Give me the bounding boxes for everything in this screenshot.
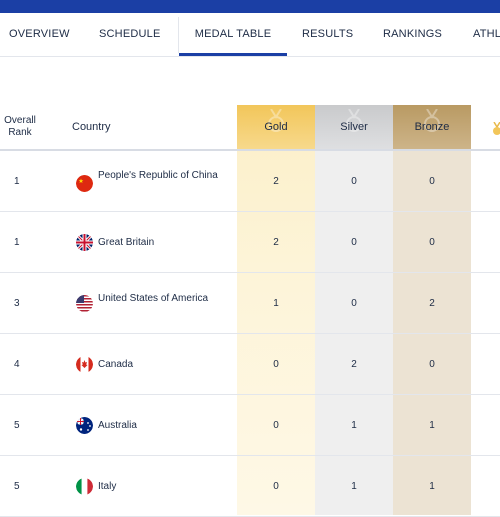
bronze-medal-icon	[424, 109, 440, 132]
row-country-name[interactable]: Canada	[98, 359, 134, 370]
row-rank: 5	[14, 420, 20, 431]
silver-medal-icon	[346, 109, 362, 132]
bronze-column-bg	[393, 105, 471, 515]
row-gold-count: 0	[273, 420, 279, 431]
top-banner	[0, 0, 500, 13]
row-divider	[0, 455, 500, 456]
row-rank: 5	[14, 481, 20, 492]
tab-rankings[interactable]: RANKINGS	[383, 28, 443, 40]
uk-flag-icon	[76, 234, 93, 251]
table-row[interactable]: 3 United States of America 1 0 2	[0, 273, 500, 334]
italy-flag-icon	[76, 478, 93, 495]
total-column-bg	[471, 105, 500, 515]
header-overall-rank[interactable]: Overall Rank	[4, 115, 36, 138]
row-divider	[0, 333, 500, 334]
row-gold-count: 1	[273, 298, 279, 309]
row-silver-count: 0	[351, 298, 357, 309]
row-country-name[interactable]: People's Republic of China	[98, 170, 218, 181]
row-country-name[interactable]: Italy	[98, 481, 117, 492]
header-silver-label: Silver	[340, 121, 368, 133]
tab-schedule[interactable]: SCHEDULE	[99, 28, 161, 40]
header-bronze[interactable]: Bronze	[393, 105, 471, 149]
row-silver-count: 1	[351, 481, 357, 492]
tab-overview[interactable]: OVERVIEW	[9, 28, 70, 40]
header-gold[interactable]: Gold	[237, 105, 315, 149]
header-divider	[0, 149, 500, 151]
gold-medal-icon	[268, 109, 284, 132]
table-row[interactable]: 1 People's Republic of China 2 0 0	[0, 151, 500, 212]
australia-flag-icon	[76, 417, 93, 434]
row-silver-count: 2	[351, 359, 357, 370]
row-silver-count: 1	[351, 420, 357, 431]
row-bronze-count: 1	[429, 481, 435, 492]
row-country-name[interactable]: Great Britain	[98, 237, 155, 248]
header-gold-label: Gold	[264, 121, 288, 133]
row-gold-count: 2	[273, 237, 279, 248]
row-bronze-count: 0	[429, 359, 435, 370]
row-gold-count: 0	[273, 359, 279, 370]
china-flag-icon	[76, 175, 93, 192]
table-row[interactable]: 4 Canada 0 2 0	[0, 334, 500, 395]
table-row[interactable]: 5 Australia 0 1 1	[0, 395, 500, 456]
table-row[interactable]: 5 Italy 0 1 1	[0, 456, 500, 517]
row-bronze-count: 0	[429, 237, 435, 248]
row-bronze-count: 0	[429, 176, 435, 187]
row-gold-count: 0	[273, 481, 279, 492]
row-rank: 4	[14, 359, 20, 370]
row-divider	[0, 272, 500, 273]
row-country-name[interactable]: Australia	[98, 420, 137, 431]
row-divider	[0, 394, 500, 395]
section-nav: OVERVIEW SCHEDULE MEDAL TABLE RESULTS RA…	[0, 13, 500, 57]
canada-flag-icon	[76, 356, 93, 373]
row-silver-count: 0	[351, 237, 357, 248]
row-rank: 1	[14, 237, 20, 248]
silver-column-bg	[315, 105, 393, 515]
gold-column-bg	[237, 105, 315, 515]
header-country[interactable]: Country	[72, 121, 111, 133]
row-bronze-count: 1	[429, 420, 435, 431]
tab-medal-table[interactable]: MEDAL TABLE	[179, 13, 287, 56]
total-medal-icon	[493, 122, 500, 135]
medal-table: Overall Rank Country Gold Silver Bronze …	[0, 105, 500, 517]
usa-flag-icon	[76, 295, 93, 312]
row-silver-count: 0	[351, 176, 357, 187]
tab-results[interactable]: RESULTS	[302, 28, 354, 40]
header-silver[interactable]: Silver	[315, 105, 393, 149]
row-divider	[0, 211, 500, 212]
table-row[interactable]: 1 Great Britain 2 0 0	[0, 212, 500, 273]
row-rank: 3	[14, 298, 20, 309]
row-gold-count: 2	[273, 176, 279, 187]
row-bronze-count: 2	[429, 298, 435, 309]
header-bronze-label: Bronze	[414, 121, 450, 133]
tab-divider	[178, 17, 179, 53]
row-rank: 1	[14, 176, 20, 187]
row-country-name[interactable]: United States of America	[98, 293, 209, 304]
tab-athletes[interactable]: ATHL	[473, 28, 500, 40]
